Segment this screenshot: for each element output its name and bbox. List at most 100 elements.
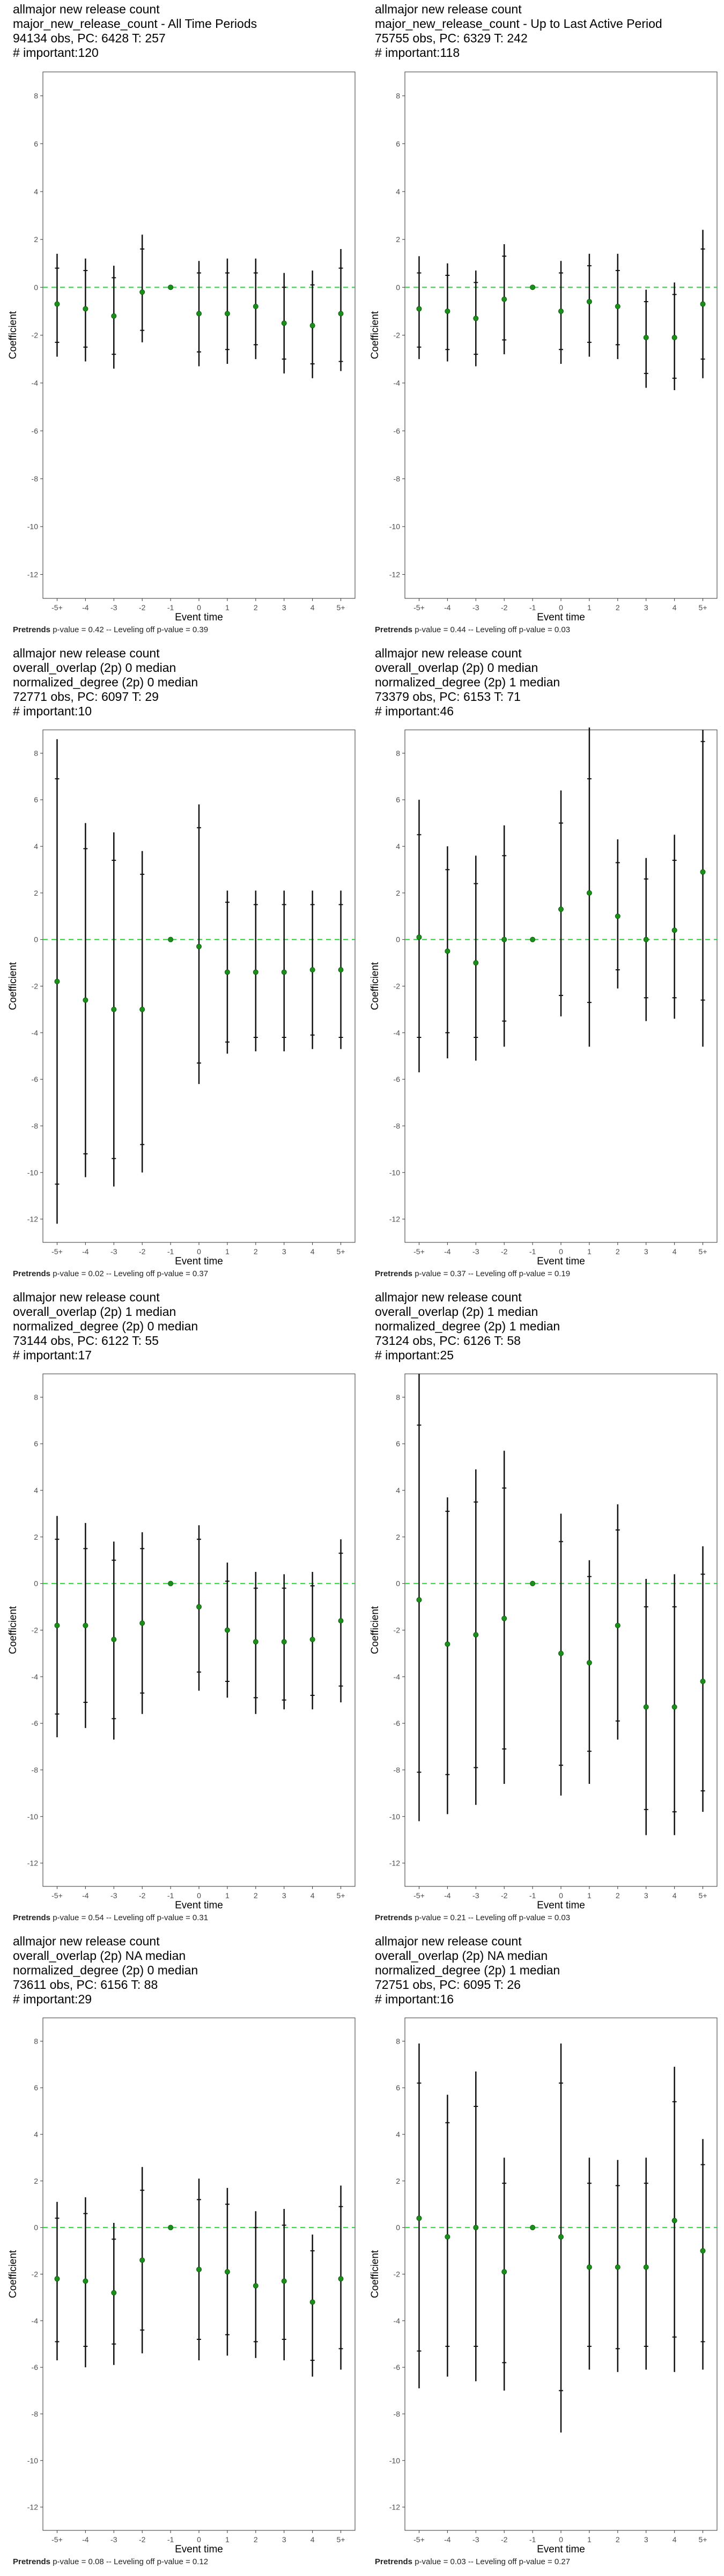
chart-title-line: # important:25	[375, 1348, 454, 1362]
data-point	[700, 869, 706, 875]
y-tick-label: 4	[34, 187, 38, 196]
chart-title: allmajor new release count major_new_rele…	[13, 2, 257, 60]
y-tick-label: -12	[27, 2503, 38, 2512]
chart-panel: allmajor new release count overall_overla…	[0, 1288, 362, 1932]
y-tick-label: -8	[394, 1122, 401, 1130]
x-tick-label: 4	[673, 603, 677, 612]
pvalue-text: p-value = 0.37 -- Leveling off p-value =…	[412, 1269, 571, 1278]
x-tick-label: -2	[139, 1891, 146, 1900]
data-point	[416, 2215, 422, 2221]
data-point	[671, 1704, 677, 1710]
data-point	[501, 1615, 507, 1621]
x-tick-label: 2	[616, 1891, 620, 1900]
x-tick-label: 5+	[337, 1891, 345, 1900]
data-point	[139, 2257, 145, 2263]
chart-title-line: 73124 obs, PC: 6126 T: 58	[375, 1334, 521, 1348]
x-tick-label: 3	[644, 1891, 648, 1900]
y-tick-label: 6	[34, 1439, 38, 1448]
data-point	[224, 969, 230, 975]
pretrends-label: Pretrends	[13, 625, 51, 634]
x-axis-label: Event time	[537, 612, 585, 623]
chart-title-line: allmajor new release count	[13, 1290, 160, 1304]
y-tick-label: 6	[396, 2083, 400, 2092]
chart-panel: allmajor new release count overall_overla…	[362, 1932, 724, 2576]
y-tick-label: 0	[34, 2223, 38, 2232]
x-tick-label: 4	[311, 1247, 315, 1256]
data-point	[530, 1580, 536, 1586]
x-tick-label: 3	[644, 603, 648, 612]
chart-title-line: # important:46	[375, 704, 454, 718]
y-tick-label: 8	[34, 1393, 38, 1401]
x-tick-label: 5+	[337, 603, 345, 612]
y-tick-label: -10	[27, 1168, 38, 1177]
y-axis-label: Coefficient	[8, 311, 19, 359]
pvalue-footer: Pretrends p-value = 0.37 -- Leveling off…	[375, 1269, 570, 1278]
y-axis-label: Coefficient	[370, 311, 381, 359]
y-tick-label: 8	[396, 92, 400, 100]
x-tick-label: -5+	[51, 2535, 63, 2544]
x-tick-label: 0	[559, 2535, 563, 2544]
y-tick-label: -12	[389, 1215, 400, 1224]
y-tick-label: -8	[394, 474, 401, 483]
data-point	[501, 2269, 507, 2275]
data-point	[530, 284, 536, 290]
x-tick-label: 2	[254, 2535, 258, 2544]
data-point	[196, 2266, 202, 2272]
data-point	[615, 2264, 620, 2270]
y-tick-label: -2	[32, 2270, 39, 2279]
y-tick-label: 2	[34, 2177, 38, 2185]
data-point	[700, 2248, 706, 2254]
data-point	[700, 301, 706, 307]
x-tick-label: 4	[673, 1247, 677, 1256]
y-axis-label: Coefficient	[370, 1606, 381, 1654]
data-point	[671, 2218, 677, 2223]
chart-panel: allmajor new release count major_new_rele…	[0, 0, 362, 644]
chart-title-line: major_new_release_count - All Time Perio…	[13, 17, 257, 31]
pretrends-label: Pretrends	[13, 1269, 51, 1278]
x-tick-label: 1	[587, 2535, 592, 2544]
x-tick-label: 0	[559, 1247, 563, 1256]
pvalue-footer: Pretrends p-value = 0.44 -- Leveling off…	[375, 625, 570, 634]
chart-title: allmajor new release count overall_overla…	[375, 1290, 560, 1363]
chart-panel: allmajor new release count overall_overla…	[0, 1932, 362, 2576]
x-tick-label: -1	[167, 2535, 174, 2544]
y-tick-label: -6	[394, 1075, 401, 1084]
x-tick-label: -1	[529, 1891, 536, 1900]
chart-title: allmajor new release count major_new_rele…	[375, 2, 662, 60]
x-tick-label: -5+	[413, 603, 425, 612]
y-tick-label: -2	[32, 982, 39, 991]
x-tick-label: -1	[529, 1247, 536, 1256]
data-point	[338, 1618, 344, 1624]
y-tick-label: -6	[32, 1719, 39, 1728]
y-tick-label: 0	[396, 935, 400, 944]
y-tick-label: 4	[396, 1486, 400, 1495]
x-tick-label: 2	[254, 603, 258, 612]
pvalue-text: p-value = 0.54 -- Leveling off p-value =…	[50, 1913, 209, 1922]
y-tick-label: 6	[396, 140, 400, 148]
y-tick-label: -2	[394, 331, 401, 340]
chart-title: allmajor new release count overall_overla…	[13, 646, 198, 719]
x-tick-label: 4	[311, 603, 315, 612]
y-axis-label: Coefficient	[370, 2250, 381, 2298]
data-point	[643, 334, 649, 340]
chart-title-line: # important:120	[13, 46, 99, 60]
y-axis-label: Coefficient	[370, 962, 381, 1010]
x-tick-label: -5+	[51, 603, 63, 612]
x-tick-label: -4	[82, 2535, 89, 2544]
y-tick-label: 2	[396, 2177, 400, 2185]
x-tick-label: -3	[110, 2535, 117, 2544]
x-tick-label: 0	[559, 603, 563, 612]
data-point	[671, 927, 677, 933]
x-tick-label: 1	[587, 1891, 592, 1900]
y-tick-label: 2	[396, 1533, 400, 1541]
chart-title-line: allmajor new release count	[13, 2, 160, 16]
data-point	[643, 2264, 649, 2270]
x-tick-label: -2	[139, 1247, 146, 1256]
x-tick-label: 5+	[699, 2535, 707, 2544]
pvalue-text: p-value = 0.08 -- Leveling off p-value =…	[50, 2557, 209, 2566]
data-point	[253, 2283, 258, 2289]
